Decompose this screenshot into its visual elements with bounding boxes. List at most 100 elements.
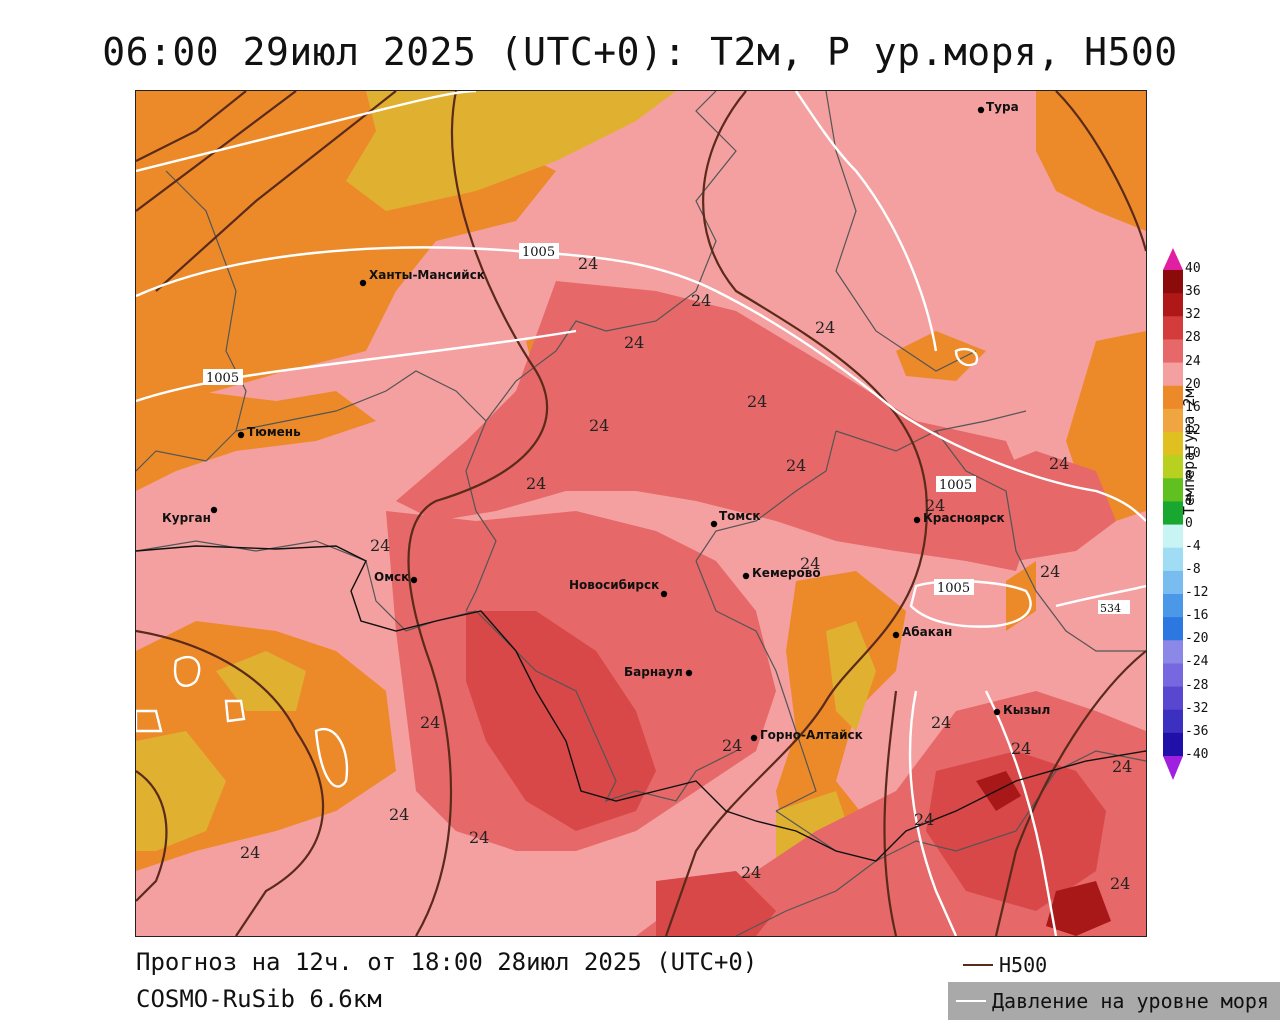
colorbar-cell xyxy=(1163,455,1183,479)
city-dot xyxy=(710,520,718,528)
pressure-label: 1005 xyxy=(937,581,970,596)
model-info: COSMO-RuSib 6.6км xyxy=(136,985,382,1013)
city-dot xyxy=(913,516,921,524)
colorbar-bottom-arrow xyxy=(1163,756,1183,780)
colorbar-tick-label: -12 xyxy=(1185,585,1209,600)
colorbar-tick-label: 0 xyxy=(1185,515,1193,531)
isotherm-label: 24 xyxy=(624,333,644,352)
colorbar-tick-label: 36 xyxy=(1185,284,1201,300)
isotherm-label: 24 xyxy=(741,863,761,882)
colorbar-tick-label: -8 xyxy=(1185,561,1201,577)
colorbar-cell xyxy=(1163,617,1183,641)
colorbar-tick-label: 20 xyxy=(1185,376,1201,392)
city-label-krasnoyarsk: Красноярск xyxy=(923,511,1005,525)
colorbar-tick-label: -4 xyxy=(1185,538,1201,554)
colorbar-cell xyxy=(1163,316,1183,340)
city-label-kurgan: Курган xyxy=(162,511,211,525)
city-dot xyxy=(359,279,367,287)
colorbar-cell xyxy=(1163,594,1183,618)
pressure-label-box xyxy=(203,369,243,385)
city-dot xyxy=(210,506,218,514)
colorbar-cell xyxy=(1163,640,1183,664)
isotherm-label: 24 xyxy=(526,474,546,493)
colorbar-tick-label: 16 xyxy=(1185,399,1201,415)
colorbar-cell xyxy=(1163,270,1183,294)
city-label-novosibirsk: Новосибирск xyxy=(569,578,659,592)
city-label-khanty-mansiysk: Ханты-Мансийск xyxy=(369,268,485,282)
colorbar-tick-label: -20 xyxy=(1185,631,1209,647)
colorbar-cell xyxy=(1163,385,1183,410)
isotherm-label: 24 xyxy=(389,805,409,824)
city-label-omsk: Омск xyxy=(374,570,409,584)
colorbar-cell xyxy=(1163,432,1183,456)
colorbar-cells xyxy=(1163,270,1183,757)
isotherm-label: 24 xyxy=(722,736,742,755)
legend-pressure-line xyxy=(956,1000,986,1002)
colorbar-tick-label: -40 xyxy=(1185,747,1209,762)
colorbar-cell xyxy=(1163,686,1183,711)
colorbar-cell xyxy=(1163,709,1183,734)
city-label-tomsk: Томск xyxy=(719,509,761,523)
pressure-label: 534 xyxy=(1100,602,1121,615)
isotherm-label: 24 xyxy=(1049,454,1069,473)
colorbar-cell xyxy=(1163,362,1183,387)
state-border xyxy=(136,545,1146,862)
h500-isolines xyxy=(136,91,1146,936)
colorbar-tick-label: -16 xyxy=(1185,608,1209,624)
pressure-labels: 1005 1005 1005 1005 534 xyxy=(203,243,1130,615)
city-dot xyxy=(742,572,750,580)
isotherm-label: 24 xyxy=(578,254,598,273)
pressure-label: 1005 xyxy=(939,478,972,493)
isotherm-label: 24 xyxy=(589,416,609,435)
pressure-label: 1005 xyxy=(522,245,555,260)
city-dot xyxy=(660,590,668,598)
isotherm-label: 24 xyxy=(420,713,440,732)
colorbar-cell xyxy=(1163,293,1183,317)
colorbar-cell xyxy=(1163,339,1183,364)
colorbar-cell xyxy=(1163,663,1183,688)
isotherm-label: 24 xyxy=(1011,739,1031,758)
colorbar-top-arrow xyxy=(1163,248,1183,270)
temperature-field-12-16 xyxy=(136,91,876,881)
colorbar-tick-label: -24 xyxy=(1185,654,1209,670)
city-label-gorno-altaysk: Горно-Алтайск xyxy=(760,728,863,742)
colorbar-title: Температура 2м xyxy=(1180,388,1198,515)
pressure-label-box xyxy=(519,243,559,259)
isotherm-labels: 24 24 24 24 24 24 24 24 24 24 24 24 24 2… xyxy=(240,254,1132,893)
isotherm-label: 24 xyxy=(931,713,951,732)
pressure-label-box xyxy=(934,579,974,595)
legend-pressure: Давление на уровне моря xyxy=(948,982,1280,1020)
pressure-label-box xyxy=(1098,600,1130,614)
city-label-kemerovo: Кемерово xyxy=(752,566,821,580)
forecast-info: Прогноз на 12ч. от 18:00 28июл 2025 (UTC… xyxy=(136,948,758,976)
isotherm-label: 24 xyxy=(1040,562,1060,581)
city-label-kyzyl: Кызыл xyxy=(1003,703,1050,717)
isotherm-label: 24 xyxy=(925,496,945,515)
city-label-barnaul: Барнаул xyxy=(624,665,683,679)
isotherm-label: 24 xyxy=(815,318,835,337)
temperature-colorbar xyxy=(1163,248,1183,780)
cities: Тура Ханты-Мансийск Тюмень Курган Омск Н… xyxy=(162,100,1050,742)
colorbar-tick-label: 12 xyxy=(1185,423,1201,438)
colorbar-cell xyxy=(1163,501,1183,526)
temperature-field-32-36 xyxy=(976,771,1111,936)
colorbar-tick-label: 10 xyxy=(1185,446,1201,462)
weather-map[interactable]: 24 24 24 24 24 24 24 24 24 24 24 24 24 2… xyxy=(135,90,1147,937)
isotherm-label: 24 xyxy=(747,392,767,411)
colorbar-tick-label: 8 xyxy=(1185,469,1193,485)
legend-h500-label: H500 xyxy=(999,953,1048,977)
city-dot xyxy=(892,631,900,639)
colorbar-tick-label: 32 xyxy=(1185,307,1201,323)
city-dot xyxy=(237,431,245,439)
isotherm-label: 24 xyxy=(786,456,806,475)
city-dot xyxy=(685,669,693,677)
city-dot xyxy=(410,576,418,584)
isotherm-label: 24 xyxy=(469,828,489,847)
city-label-tyumen: Тюмень xyxy=(247,425,301,439)
colorbar-cell xyxy=(1163,524,1183,549)
city-dot xyxy=(993,708,1001,716)
isotherm-label: 24 xyxy=(914,810,934,829)
colorbar-tick-label: -28 xyxy=(1185,677,1209,693)
isotherm-label: 24 xyxy=(691,291,711,310)
map-title: 06:00 29июл 2025 (UTC+0): T2м, P ур.моря… xyxy=(102,30,1178,74)
